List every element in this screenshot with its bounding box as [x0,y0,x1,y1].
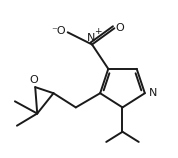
Text: O: O [116,23,125,33]
Text: +: + [94,27,101,36]
Text: N: N [87,33,95,43]
Text: N: N [148,88,157,98]
Text: ⁻O: ⁻O [51,26,66,36]
Text: O: O [30,75,39,85]
